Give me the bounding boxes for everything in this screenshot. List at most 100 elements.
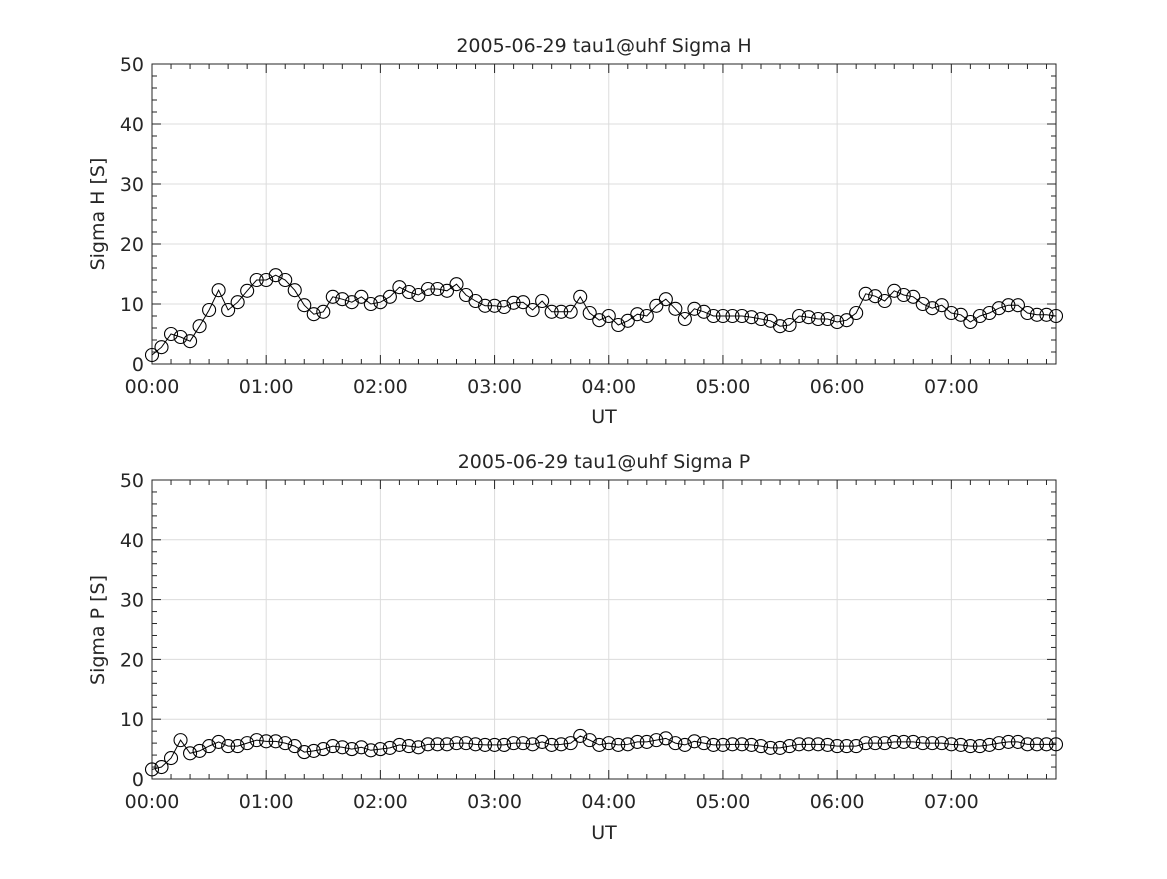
data-point <box>677 311 692 327</box>
data-point <box>325 289 340 304</box>
data-point <box>830 314 845 330</box>
data-point <box>953 737 968 752</box>
data-point <box>839 739 854 754</box>
data-point <box>192 319 207 334</box>
data-point <box>611 737 626 752</box>
data-point <box>506 736 521 751</box>
data-point <box>325 739 340 754</box>
data-point <box>1048 737 1064 752</box>
x-tick-label: 05:00 <box>696 791 751 813</box>
data-point <box>887 283 902 298</box>
data-point <box>487 737 502 752</box>
data-point <box>1048 308 1064 324</box>
data-point <box>449 736 464 751</box>
data-point <box>554 304 569 319</box>
data-point <box>535 293 550 309</box>
data-point <box>1001 298 1016 313</box>
data-point <box>173 329 188 345</box>
y-tick-label: 40 <box>120 114 144 136</box>
data-point <box>639 308 654 324</box>
data-point <box>849 739 864 754</box>
data-point <box>211 283 226 298</box>
y-tick-label: 10 <box>120 294 144 316</box>
data-point <box>268 268 283 283</box>
x-axis-label: UT <box>591 822 617 844</box>
data-point <box>630 734 645 749</box>
data-point <box>468 737 483 752</box>
data-point <box>183 334 198 349</box>
x-tick-label: 07:00 <box>924 376 979 398</box>
data-point <box>639 734 654 749</box>
data-point <box>620 313 635 328</box>
data-point <box>630 307 645 322</box>
data-point <box>1010 734 1025 749</box>
data-point <box>202 739 217 754</box>
axes-frame <box>151 479 1057 780</box>
data-point <box>363 296 378 312</box>
data-point <box>1039 307 1054 322</box>
x-tick-label: 03:00 <box>467 376 522 398</box>
data-point <box>677 737 692 752</box>
data-point <box>297 745 312 760</box>
data-point <box>792 737 807 752</box>
data-point <box>439 737 455 752</box>
x-tick-label: 06:00 <box>810 376 865 398</box>
data-point <box>772 740 788 755</box>
data-point <box>144 347 160 363</box>
data-point <box>525 302 540 318</box>
data-point <box>649 298 664 313</box>
x-tick-label: 01:00 <box>239 791 294 813</box>
data-point <box>354 289 369 304</box>
data-point <box>573 289 588 304</box>
data-point <box>772 319 788 334</box>
data-point <box>316 742 331 757</box>
data-point <box>344 742 359 757</box>
x-tick-label: 03:00 <box>467 791 522 813</box>
data-point <box>535 734 550 749</box>
y-tick-label: 0 <box>132 354 144 376</box>
data-point <box>240 736 255 751</box>
x-tick-label: 02:00 <box>353 376 408 398</box>
data-point <box>420 737 436 752</box>
data-point <box>544 304 559 319</box>
chart-title: 2005-06-29 tau1@uhf Sigma H <box>456 35 751 57</box>
data-point <box>706 308 721 324</box>
data-point <box>668 301 683 316</box>
data-point <box>906 734 921 749</box>
data-point <box>782 317 797 333</box>
data-point <box>582 733 597 748</box>
data-point <box>268 734 283 749</box>
data-point <box>287 283 302 298</box>
data-point <box>1010 298 1025 313</box>
y-tick-label: 20 <box>120 649 144 671</box>
data-point <box>858 736 873 751</box>
data-point <box>306 307 321 322</box>
y-tick-label: 30 <box>120 174 144 196</box>
data-point <box>411 740 426 755</box>
data-point <box>668 736 683 751</box>
data-point <box>563 304 578 319</box>
data-point <box>478 298 493 313</box>
x-tick-label: 04:00 <box>581 376 636 398</box>
data-point <box>782 739 797 754</box>
y-tick-label: 20 <box>120 234 144 256</box>
data-point <box>963 739 978 754</box>
data-point <box>335 740 350 755</box>
data-point <box>811 311 826 327</box>
data-point <box>611 317 626 333</box>
data-point <box>868 736 883 751</box>
data-point <box>582 305 597 321</box>
data-point <box>373 742 388 757</box>
data-point <box>877 293 892 309</box>
data-point <box>649 733 664 748</box>
data-point <box>820 311 835 327</box>
data-point <box>715 308 730 324</box>
data-point <box>497 299 512 315</box>
data-point <box>420 281 436 297</box>
data-point <box>801 737 816 752</box>
data-point <box>792 308 807 324</box>
data-point <box>516 736 531 751</box>
data-point <box>392 737 407 752</box>
x-tick-label: 00:00 <box>125 791 180 813</box>
